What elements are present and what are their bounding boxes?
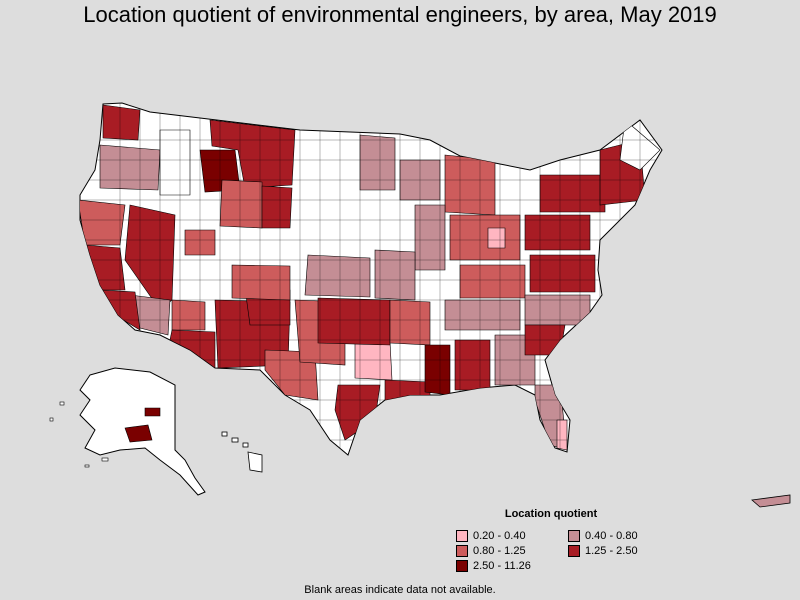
area-idaho bbox=[159, 129, 191, 196]
puerto-rico-region bbox=[751, 494, 791, 508]
legend-item-4: 1.25 - 2.50 bbox=[568, 544, 668, 557]
map-title: Location quotient of environmental engin… bbox=[83, 2, 717, 27]
legend-item-3: 0.80 - 1.25 bbox=[456, 544, 568, 557]
legend-swatch-2 bbox=[568, 529, 580, 542]
legend-item-1: 0.20 - 0.40 bbox=[456, 529, 568, 542]
area-wyoming-west bbox=[219, 179, 263, 229]
legend-title: Location quotient bbox=[504, 508, 598, 520]
area-tennessee bbox=[444, 299, 521, 331]
area-oregon bbox=[99, 144, 161, 191]
area-washington-west bbox=[102, 104, 141, 141]
legend-label-3: 0.80 - 1.25 bbox=[473, 544, 526, 557]
area-arizona-south bbox=[169, 329, 216, 369]
area-alaska-anchorage bbox=[124, 424, 153, 443]
area-pennsylvania bbox=[524, 214, 591, 251]
area-california-central bbox=[84, 244, 126, 291]
legend-label-5: 2.50 - 11.26 bbox=[473, 559, 531, 572]
legend-label-1: 0.20 - 0.40 bbox=[473, 529, 526, 542]
legend-swatch-5 bbox=[456, 559, 468, 572]
area-illinois bbox=[414, 204, 446, 271]
legend-item-5: 2.50 - 11.26 bbox=[456, 559, 568, 572]
area-ohio-pink bbox=[487, 227, 506, 249]
area-alabama bbox=[454, 339, 491, 391]
area-florida-south bbox=[556, 419, 568, 451]
area-louisiana bbox=[384, 379, 431, 406]
area-oklahoma bbox=[317, 297, 391, 346]
legend-item-2: 0.40 - 0.80 bbox=[568, 529, 668, 542]
area-new-york bbox=[539, 174, 606, 213]
alaska-region bbox=[49, 367, 206, 496]
area-alaska-fairbanks bbox=[144, 407, 161, 417]
legend-label-2: 0.40 - 0.80 bbox=[585, 529, 638, 542]
area-puerto-rico bbox=[751, 494, 791, 508]
legend-swatch-1 bbox=[456, 529, 468, 542]
area-mississippi bbox=[424, 344, 451, 396]
area-kentucky bbox=[459, 264, 526, 299]
area-indiana-ohio bbox=[449, 214, 521, 261]
legend-swatch-3 bbox=[456, 544, 468, 557]
area-arkansas bbox=[389, 299, 431, 346]
legend-label-4: 1.25 - 2.50 bbox=[585, 544, 638, 557]
legend: Location quotient 0.20 - 0.40 0.40 - 0.8… bbox=[456, 508, 666, 572]
hawaii-region bbox=[221, 431, 263, 473]
area-north-carolina bbox=[524, 294, 591, 326]
area-michigan bbox=[444, 154, 496, 216]
area-missouri bbox=[374, 249, 416, 301]
footnote: Blank areas indicate data not available. bbox=[304, 584, 496, 596]
area-kansas bbox=[304, 254, 371, 298]
area-virginia bbox=[529, 254, 596, 293]
legend-swatch-4 bbox=[568, 544, 580, 557]
area-wyoming-east bbox=[261, 185, 293, 229]
aleutian-islands bbox=[49, 401, 109, 468]
conus-region bbox=[79, 102, 663, 456]
area-minnesota bbox=[359, 134, 396, 191]
area-colorado bbox=[231, 264, 291, 301]
